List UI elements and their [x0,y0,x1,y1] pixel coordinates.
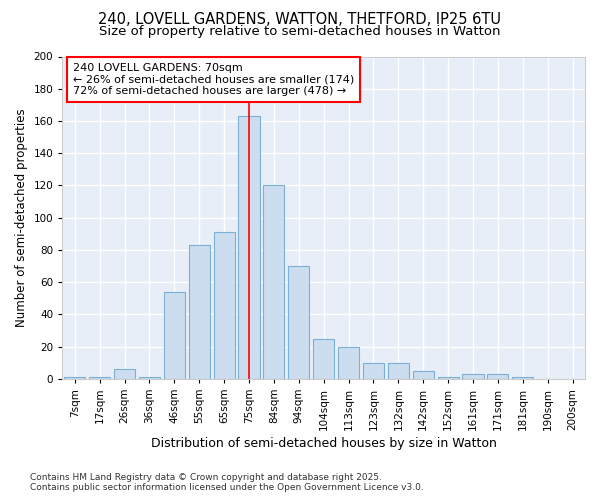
Bar [114,369,135,379]
Bar [437,378,458,379]
Text: 240 LOVELL GARDENS: 70sqm
← 26% of semi-detached houses are smaller (174)
72% of: 240 LOVELL GARDENS: 70sqm ← 26% of semi-… [73,63,354,96]
Bar [413,371,434,379]
Text: Contains HM Land Registry data © Crown copyright and database right 2025.
Contai: Contains HM Land Registry data © Crown c… [30,473,424,492]
Bar [388,363,409,379]
Text: 240, LOVELL GARDENS, WATTON, THETFORD, IP25 6TU: 240, LOVELL GARDENS, WATTON, THETFORD, I… [98,12,502,28]
Y-axis label: Number of semi-detached properties: Number of semi-detached properties [15,108,28,327]
Bar [188,245,210,379]
Bar [214,232,235,379]
Bar [164,292,185,379]
Bar [64,378,85,379]
Bar [463,374,484,379]
Bar [139,378,160,379]
X-axis label: Distribution of semi-detached houses by size in Watton: Distribution of semi-detached houses by … [151,437,497,450]
Bar [512,378,533,379]
Bar [89,378,110,379]
Bar [338,346,359,379]
Bar [288,266,310,379]
Bar [487,374,508,379]
Text: Size of property relative to semi-detached houses in Watton: Size of property relative to semi-detach… [99,25,501,38]
Bar [263,186,284,379]
Bar [363,363,384,379]
Bar [313,338,334,379]
Bar [238,116,260,379]
